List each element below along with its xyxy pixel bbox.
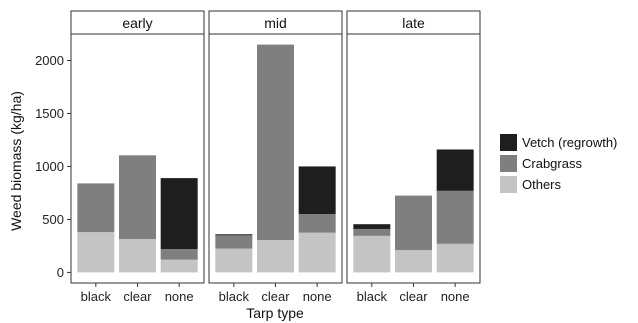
legend-label: Others: [522, 177, 562, 192]
bar-early-clear-others: [119, 239, 156, 273]
panel-border-early: [70, 33, 205, 284]
bar-late-none-others: [436, 243, 474, 273]
bar-early-black-crabgrass: [77, 183, 115, 233]
x-tick-label: clear: [261, 289, 290, 304]
panel-border-late: [346, 33, 481, 284]
x-tick-label: none: [441, 289, 470, 304]
bar-late-black-crabgrass: [353, 228, 391, 236]
bar-mid-black-others: [215, 248, 253, 273]
bar-early-clear-crabgrass: [119, 155, 156, 240]
bar-late-clear-crabgrass: [395, 195, 432, 251]
x-tick-label: clear: [399, 289, 428, 304]
y-axis-title: Weed biomass (kg/ha): [8, 91, 24, 231]
y-tick-label: 500: [42, 212, 64, 227]
bar-mid-clear-others: [257, 240, 294, 273]
bar-mid-none-others: [298, 232, 336, 273]
x-tick-label: black: [81, 289, 112, 304]
y-tick-label: 2000: [35, 53, 64, 68]
legend-label: Crabgrass: [522, 156, 582, 171]
facet-title-early: early: [122, 15, 152, 31]
x-tick-label: black: [357, 289, 388, 304]
bar-early-none-vetch: [160, 178, 198, 250]
legend: Vetch (regrowth) Crabgrass Others: [500, 134, 617, 193]
bar-late-black-others: [353, 235, 391, 273]
bar-early-none-others: [160, 259, 198, 273]
bar-late-none-crabgrass: [436, 190, 474, 244]
bar-mid-none-vetch: [298, 166, 336, 215]
x-tick-label: none: [165, 289, 194, 304]
bar-mid-black-vetch: [215, 234, 253, 236]
y-tick-label: 1000: [35, 159, 64, 174]
facet-title-mid: mid: [264, 15, 287, 31]
legend-key-vetch: [500, 134, 517, 151]
bar-mid-none-crabgrass: [298, 214, 336, 233]
bar-late-none-vetch: [436, 149, 474, 191]
plot-area: 0 500 1000 1500 2000 early black clear none mid bl…: [35, 10, 481, 304]
x-axis-title: Tarp type: [246, 305, 304, 321]
panel-border-mid: [208, 33, 343, 284]
legend-label: Vetch (regrowth): [522, 135, 617, 150]
bar-early-none-crabgrass: [160, 249, 198, 260]
bar-late-black-vetch: [353, 224, 391, 229]
facet-title-late: late: [402, 15, 425, 31]
y-tick-label: 0: [57, 265, 64, 280]
legend-key-crabgrass: [500, 155, 517, 172]
y-tick-label: 1500: [35, 106, 64, 121]
bar-early-black-others: [77, 232, 115, 273]
legend-key-others: [500, 176, 517, 193]
bar-late-clear-others: [395, 250, 432, 273]
bar-mid-clear-crabgrass: [257, 44, 294, 241]
x-tick-label: clear: [123, 289, 152, 304]
x-tick-label: black: [219, 289, 250, 304]
x-tick-label: none: [303, 289, 332, 304]
bar-mid-black-crabgrass: [215, 235, 253, 249]
